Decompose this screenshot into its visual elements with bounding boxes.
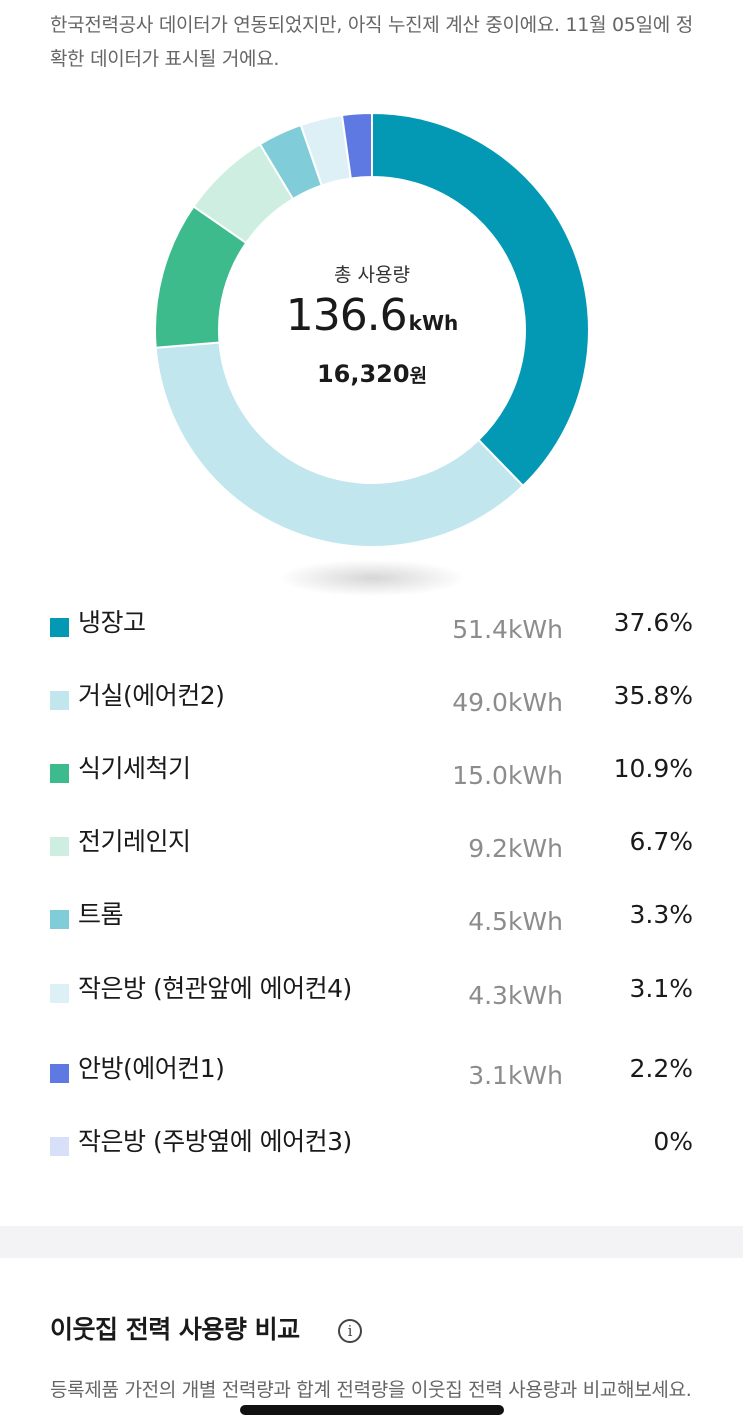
- legend-kwh: 51.4kWh: [452, 615, 563, 644]
- legend-name: 식기세척기: [78, 754, 191, 783]
- legend-pct: 37.6%: [613, 608, 693, 637]
- legend-swatch: [50, 910, 69, 929]
- legend-pct: 2.2%: [629, 1054, 693, 1083]
- sync-notice: 한국전력공사 데이터가 연동되었지만, 아직 누진제 계산 중이에요. 11월 …: [50, 14, 693, 70]
- donut-slice-0[interactable]: [371, 111, 590, 488]
- legend-swatch: [50, 618, 69, 637]
- total-cost: 16,320원: [262, 360, 482, 388]
- legend-swatch: [50, 837, 69, 856]
- total-cost-number: 16,320: [316, 360, 410, 388]
- legend-kwh: 4.3kWh: [468, 981, 563, 1010]
- legend-kwh: 9.2kWh: [468, 834, 563, 863]
- legend-swatch: [50, 764, 69, 783]
- legend-pct: 0%: [653, 1127, 693, 1156]
- legend-pct: 35.8%: [613, 681, 693, 710]
- legend-kwh: 4.5kWh: [468, 907, 563, 936]
- chart-shadow: [280, 560, 465, 596]
- legend-name: 냉장고: [78, 608, 146, 637]
- legend-name: 작은방 (주방옆에 에어컨3): [78, 1127, 352, 1156]
- legend-swatch: [50, 1064, 69, 1083]
- legend-name: 트롬: [78, 900, 124, 929]
- donut-slice-1[interactable]: [154, 341, 525, 548]
- legend-name: 거실(에어컨2): [78, 681, 225, 710]
- legend-pct: 6.7%: [629, 827, 693, 856]
- legend-swatch: [50, 1137, 69, 1156]
- legend-pct: 3.3%: [629, 900, 693, 929]
- total-usage-value: 136.6 kWh: [262, 290, 482, 341]
- legend-kwh: 3.1kWh: [468, 1061, 563, 1090]
- donut-slice-6[interactable]: [340, 111, 373, 180]
- total-cost-unit: 원: [409, 365, 428, 387]
- home-indicator[interactable]: [240, 1405, 504, 1415]
- legend-kwh: 15.0kWh: [452, 761, 563, 790]
- legend-swatch: [50, 691, 69, 710]
- total-usage-title: 총 사용량: [334, 264, 410, 286]
- legend-name: 작은방 (현관앞에 에어컨4): [78, 974, 352, 1003]
- legend-kwh: 49.0kWh: [452, 688, 563, 717]
- total-kwh-unit: kWh: [408, 311, 459, 335]
- neighbor-compare-title: 이웃집 전력 사용량 비교: [50, 1315, 300, 1344]
- legend-name: 안방(에어컨1): [78, 1054, 225, 1083]
- legend-swatch: [50, 984, 69, 1003]
- usage-donut-chart: 총 사용량 136.6 kWh 16,320원: [0, 0, 743, 620]
- section-divider: [0, 1226, 743, 1258]
- total-kwh-number: 136.6: [285, 290, 408, 341]
- neighbor-compare-description: 등록제품 가전의 개별 전력량과 합계 전력량을 이웃집 전력 사용량과 비교해…: [50, 1379, 692, 1401]
- legend-pct: 3.1%: [629, 974, 693, 1003]
- legend-pct: 10.9%: [613, 754, 693, 783]
- info-icon[interactable]: i: [338, 1319, 362, 1343]
- legend-name: 전기레인지: [78, 827, 191, 856]
- donut-svg: [154, 111, 590, 548]
